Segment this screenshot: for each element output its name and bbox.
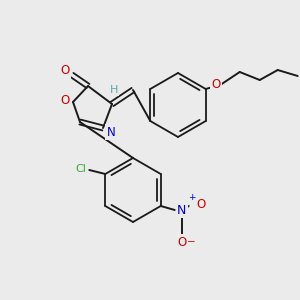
Text: O: O (177, 236, 186, 248)
Text: N: N (177, 203, 186, 217)
Text: N: N (106, 125, 116, 139)
Text: −: − (187, 237, 196, 247)
Text: O: O (60, 94, 70, 106)
Text: +: + (188, 194, 196, 202)
Text: O: O (211, 77, 220, 91)
Text: O: O (60, 64, 70, 77)
Text: H: H (110, 85, 118, 95)
Text: Cl: Cl (76, 164, 87, 174)
Text: O: O (196, 197, 205, 211)
